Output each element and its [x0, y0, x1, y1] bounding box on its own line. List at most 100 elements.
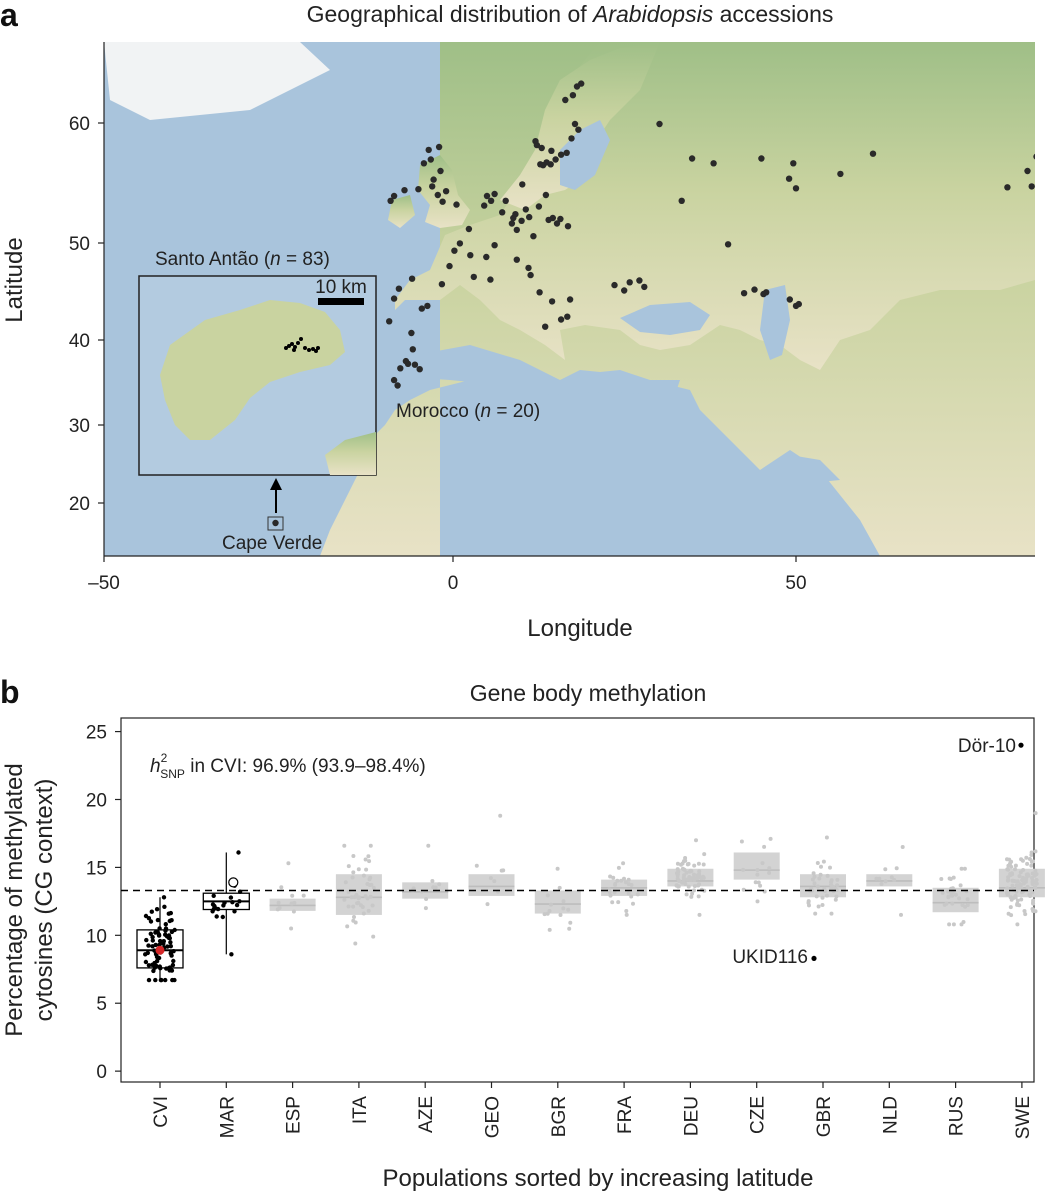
- map-point: [656, 120, 663, 128]
- data-point: [290, 893, 295, 898]
- box-iqr: [932, 887, 979, 913]
- data-point: [948, 877, 953, 881]
- map-point: [1033, 153, 1035, 160]
- box-x-tick-label: RUS: [947, 1096, 968, 1136]
- map-point: [491, 190, 498, 198]
- map-point: [397, 365, 404, 372]
- data-point: [1033, 849, 1038, 854]
- map-point: [402, 357, 410, 365]
- data-point: [291, 909, 296, 914]
- map-point: [442, 188, 450, 195]
- map-point: [522, 206, 529, 213]
- map-point: [869, 150, 877, 157]
- data-point: [351, 870, 356, 875]
- data-point: [230, 900, 235, 905]
- data-point: [161, 895, 167, 900]
- data-point: [365, 882, 370, 886]
- map-point: [557, 215, 564, 223]
- data-point: [351, 918, 356, 923]
- data-point: [626, 882, 631, 887]
- data-point: [275, 907, 280, 912]
- data-point: [1025, 884, 1030, 889]
- data-point: [163, 977, 168, 983]
- data-point: [276, 900, 281, 905]
- map-point: [568, 135, 575, 142]
- inset-point: [311, 347, 315, 351]
- data-point: [675, 861, 680, 866]
- caspian-sea: [760, 285, 790, 360]
- mediterranean-sea: [415, 345, 680, 395]
- data-point: [817, 876, 822, 881]
- map-point: [548, 298, 556, 305]
- data-point: [488, 876, 493, 881]
- data-point: [755, 872, 760, 877]
- data-point: [356, 900, 361, 905]
- red-sea: [700, 440, 760, 525]
- data-point: [825, 893, 829, 898]
- map-point: [470, 273, 477, 281]
- data-point: [692, 863, 697, 868]
- box-ylabel-line2: cytosines (CG context): [31, 779, 58, 1022]
- data-point: [692, 888, 696, 893]
- data-point: [342, 843, 347, 848]
- box-rus: [932, 866, 979, 927]
- inset-point: [303, 346, 307, 350]
- data-point: [485, 902, 490, 907]
- data-point: [498, 813, 503, 818]
- map-point: [1004, 184, 1011, 191]
- map-point: [390, 376, 398, 384]
- box-y-tick-label: 10: [86, 926, 107, 947]
- box-plot: [121, 742, 1045, 983]
- data-point: [834, 894, 839, 899]
- box-iqr: [468, 874, 515, 896]
- data-point: [829, 911, 834, 916]
- data-point: [1029, 863, 1034, 868]
- data-point: [143, 952, 148, 957]
- map-point: [758, 155, 765, 162]
- data-point: [611, 875, 616, 880]
- data-point: [163, 932, 168, 937]
- data-point: [677, 878, 682, 883]
- map-point: [563, 149, 570, 156]
- data-point: [228, 895, 234, 900]
- map-point: [763, 289, 770, 296]
- map-point: [425, 146, 432, 154]
- data-point: [1023, 879, 1028, 884]
- ireland-land: [388, 195, 415, 228]
- map-point: [557, 151, 565, 158]
- box-x-tick-label: SWE: [1013, 1096, 1034, 1139]
- map-point: [636, 277, 643, 284]
- data-point: [768, 836, 773, 841]
- map-x-tick-label: 0: [448, 573, 459, 594]
- data-point: [819, 864, 823, 869]
- map-point: [536, 289, 543, 296]
- data-point: [1019, 897, 1024, 902]
- data-point: [676, 884, 681, 889]
- box-y-tick-label: 15: [86, 858, 107, 879]
- map-point: [439, 198, 446, 205]
- box-x-tick-label: FRA: [615, 1096, 636, 1134]
- data-point: [148, 919, 154, 924]
- map-point: [424, 302, 431, 310]
- map-point: [453, 201, 460, 208]
- map-point: [795, 300, 802, 308]
- map-y-tick-label: 30: [69, 416, 90, 437]
- map-point: [530, 233, 537, 240]
- data-point: [949, 891, 954, 896]
- map-point: [621, 287, 628, 294]
- map-point: [562, 96, 569, 104]
- box-nld: [866, 845, 913, 917]
- map-x-tick-label: –50: [88, 573, 120, 594]
- data-point: [153, 942, 158, 948]
- inset-point: [292, 348, 296, 352]
- data-point: [1030, 871, 1035, 876]
- data-point: [566, 907, 571, 912]
- inset-point: [290, 342, 294, 346]
- data-point: [1018, 883, 1023, 888]
- data-point: [626, 877, 631, 882]
- data-point: [953, 892, 958, 897]
- data-point: [171, 958, 176, 964]
- data-point: [547, 927, 552, 932]
- map-area: 10 km: [104, 42, 1035, 556]
